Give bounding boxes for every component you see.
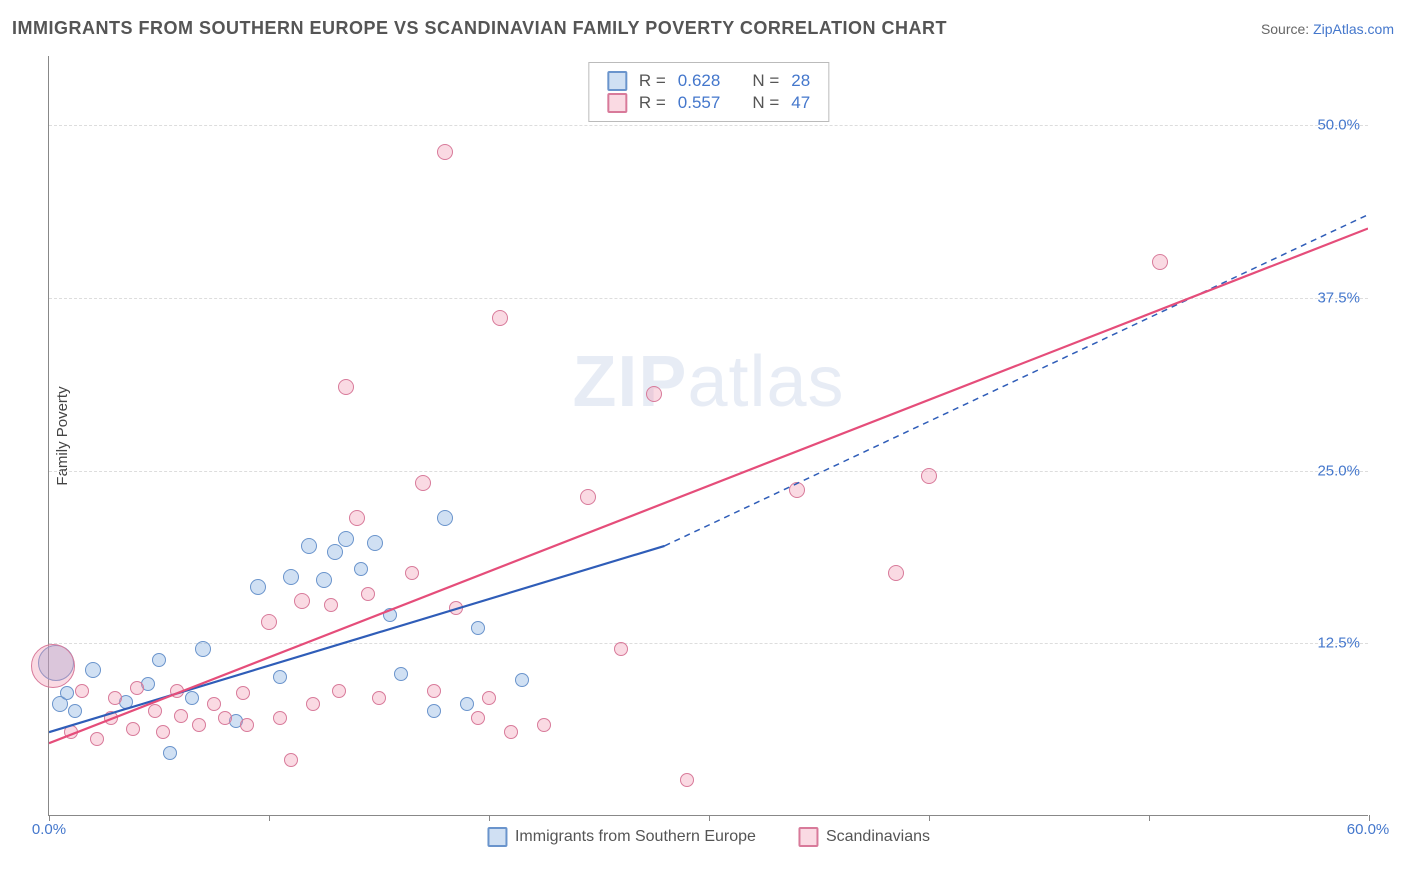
source-link[interactable]: ZipAtlas.com — [1313, 21, 1394, 37]
data-point-scandinavians — [218, 711, 232, 725]
y-tick-label: 37.5% — [1317, 289, 1360, 306]
data-point-scandinavians — [361, 587, 375, 601]
data-point-southern_europe — [163, 746, 177, 760]
data-point-southern_europe — [515, 673, 529, 687]
data-point-scandinavians — [64, 725, 78, 739]
data-point-scandinavians — [156, 725, 170, 739]
y-tick-label: 50.0% — [1317, 117, 1360, 134]
data-point-scandinavians — [449, 601, 463, 615]
data-point-southern_europe — [338, 531, 354, 547]
data-point-scandinavians — [104, 711, 118, 725]
data-point-scandinavians — [888, 565, 904, 581]
data-point-scandinavians — [148, 704, 162, 718]
swatch-series-a — [607, 71, 627, 91]
data-point-southern_europe — [383, 608, 397, 622]
source-label: Source: ZipAtlas.com — [1261, 21, 1394, 37]
data-point-southern_europe — [283, 569, 299, 585]
data-point-scandinavians — [108, 691, 122, 705]
data-point-southern_europe — [354, 562, 368, 576]
data-point-scandinavians — [332, 684, 346, 698]
r-value-a: 0.628 — [678, 71, 721, 91]
data-point-scandinavians — [75, 684, 89, 698]
gridline — [49, 471, 1368, 472]
data-point-southern_europe — [437, 510, 453, 526]
x-max-label: 60.0% — [1347, 821, 1390, 838]
data-point-scandinavians — [31, 644, 75, 688]
stats-row-series-a: R = 0.628 N = 28 — [607, 71, 810, 91]
data-point-southern_europe — [250, 579, 266, 595]
data-point-scandinavians — [192, 718, 206, 732]
data-point-scandinavians — [261, 614, 277, 630]
data-point-scandinavians — [174, 709, 188, 723]
data-point-southern_europe — [316, 572, 332, 588]
stats-row-series-b: R = 0.557 N = 47 — [607, 93, 810, 113]
data-point-scandinavians — [349, 510, 365, 526]
stats-legend: R = 0.628 N = 28 R = 0.557 N = 47 — [588, 62, 829, 122]
data-point-southern_europe — [327, 544, 343, 560]
data-point-scandinavians — [130, 681, 144, 695]
data-point-scandinavians — [236, 686, 250, 700]
data-point-southern_europe — [60, 686, 74, 700]
chart-area: Family Poverty ZIPatlas 12.5%25.0%37.5%5… — [48, 56, 1368, 816]
gridline — [49, 125, 1368, 126]
data-point-southern_europe — [68, 704, 82, 718]
data-point-southern_europe — [301, 538, 317, 554]
data-point-scandinavians — [284, 753, 298, 767]
data-point-scandinavians — [680, 773, 694, 787]
data-point-scandinavians — [207, 697, 221, 711]
data-point-scandinavians — [372, 691, 386, 705]
data-point-scandinavians — [427, 684, 441, 698]
data-point-scandinavians — [789, 482, 805, 498]
data-point-scandinavians — [1152, 254, 1168, 270]
data-point-southern_europe — [273, 670, 287, 684]
data-point-scandinavians — [504, 725, 518, 739]
data-point-scandinavians — [614, 642, 628, 656]
data-point-scandinavians — [482, 691, 496, 705]
r-value-b: 0.557 — [678, 93, 721, 113]
swatch-series-b — [607, 93, 627, 113]
y-tick-label: 12.5% — [1317, 635, 1360, 652]
data-point-scandinavians — [324, 598, 338, 612]
data-point-scandinavians — [537, 718, 551, 732]
gridline — [49, 643, 1368, 644]
n-value-b: 47 — [791, 93, 810, 113]
data-point-scandinavians — [492, 310, 508, 326]
data-point-scandinavians — [437, 144, 453, 160]
data-point-southern_europe — [427, 704, 441, 718]
data-point-scandinavians — [294, 593, 310, 609]
data-point-scandinavians — [273, 711, 287, 725]
chart-title: IMMIGRANTS FROM SOUTHERN EUROPE VS SCAND… — [12, 18, 947, 39]
data-point-southern_europe — [85, 662, 101, 678]
plot-region: 12.5% 25.0% 37.5% 50.0% — [49, 56, 1368, 815]
data-point-scandinavians — [580, 489, 596, 505]
data-point-scandinavians — [415, 475, 431, 491]
data-point-scandinavians — [646, 386, 662, 402]
data-point-southern_europe — [460, 697, 474, 711]
data-point-southern_europe — [471, 621, 485, 635]
x-min-label: 0.0% — [32, 821, 66, 838]
data-point-scandinavians — [306, 697, 320, 711]
data-point-scandinavians — [471, 711, 485, 725]
data-point-scandinavians — [921, 468, 937, 484]
data-point-scandinavians — [126, 722, 140, 736]
data-point-southern_europe — [185, 691, 199, 705]
header: IMMIGRANTS FROM SOUTHERN EUROPE VS SCAND… — [12, 18, 1394, 39]
gridline — [49, 298, 1368, 299]
data-point-scandinavians — [170, 684, 184, 698]
y-tick-label: 25.0% — [1317, 462, 1360, 479]
data-point-southern_europe — [195, 641, 211, 657]
data-point-southern_europe — [152, 653, 166, 667]
data-point-scandinavians — [90, 732, 104, 746]
x-axis-labels: 0.0% 60.0% — [49, 821, 1368, 845]
n-value-a: 28 — [791, 71, 810, 91]
data-point-southern_europe — [367, 535, 383, 551]
data-point-scandinavians — [338, 379, 354, 395]
data-point-southern_europe — [394, 667, 408, 681]
data-point-scandinavians — [405, 566, 419, 580]
data-point-scandinavians — [240, 718, 254, 732]
